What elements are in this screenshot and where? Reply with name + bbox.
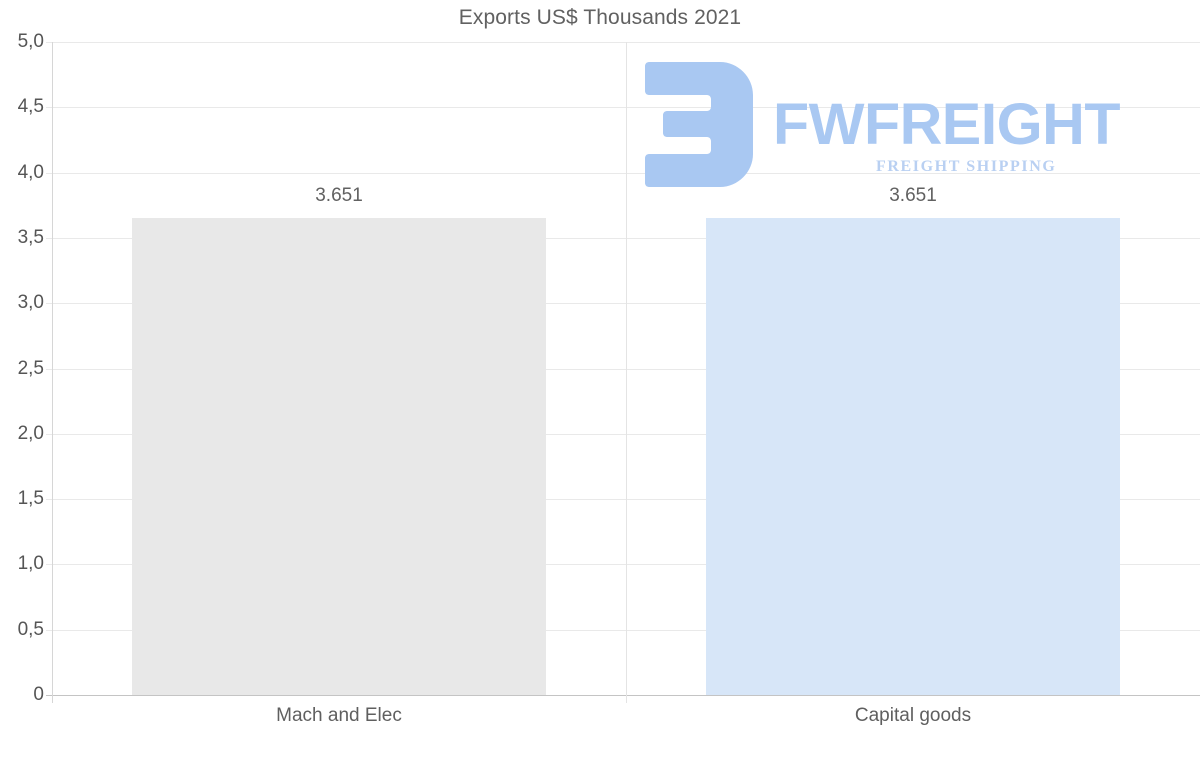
gridline (46, 564, 1200, 566)
gridline (46, 499, 1200, 501)
y-axis-tick-label: 2,5 (17, 357, 44, 379)
y-axis-tick-label: 5,0 (17, 31, 44, 52)
bar[interactable] (706, 218, 1120, 695)
chart-title: Exports US$ Thousands 2021 (458, 6, 742, 29)
y-axis-tick-label: 3,5 (17, 226, 44, 248)
y-axis-tick-label: 1,5 (17, 488, 44, 510)
y-axis-tick-label: 4,5 (17, 96, 44, 118)
bar-value-label: 3.651 (315, 185, 363, 207)
y-axis-tick-label: 4,0 (17, 161, 44, 183)
gridline (46, 368, 1200, 370)
y-axis-tick-label: 3,0 (17, 292, 44, 314)
gridline (46, 237, 1200, 239)
y-axis-tick-label: 0 (33, 684, 44, 705)
plot-area (46, 42, 1200, 703)
bar-value-label: 3.651 (889, 185, 937, 207)
y-axis-tick-label: 1,0 (17, 553, 44, 575)
gridline (46, 629, 1200, 631)
gridline (46, 433, 1200, 435)
gridline (46, 695, 1200, 696)
y-axis-tick-label: 0,5 (17, 618, 44, 640)
y-axis-line (52, 42, 53, 703)
x-axis-category-label: Capital goods (854, 705, 972, 726)
gridline (46, 303, 1200, 305)
vertical-gridline (626, 42, 627, 703)
x-axis-category-label: Mach and Elec (276, 705, 402, 726)
gridline (46, 107, 1200, 109)
y-axis-tick-label: 2,0 (17, 422, 44, 444)
bar[interactable] (132, 218, 546, 695)
gridline (46, 42, 1200, 43)
gridline (46, 172, 1200, 174)
